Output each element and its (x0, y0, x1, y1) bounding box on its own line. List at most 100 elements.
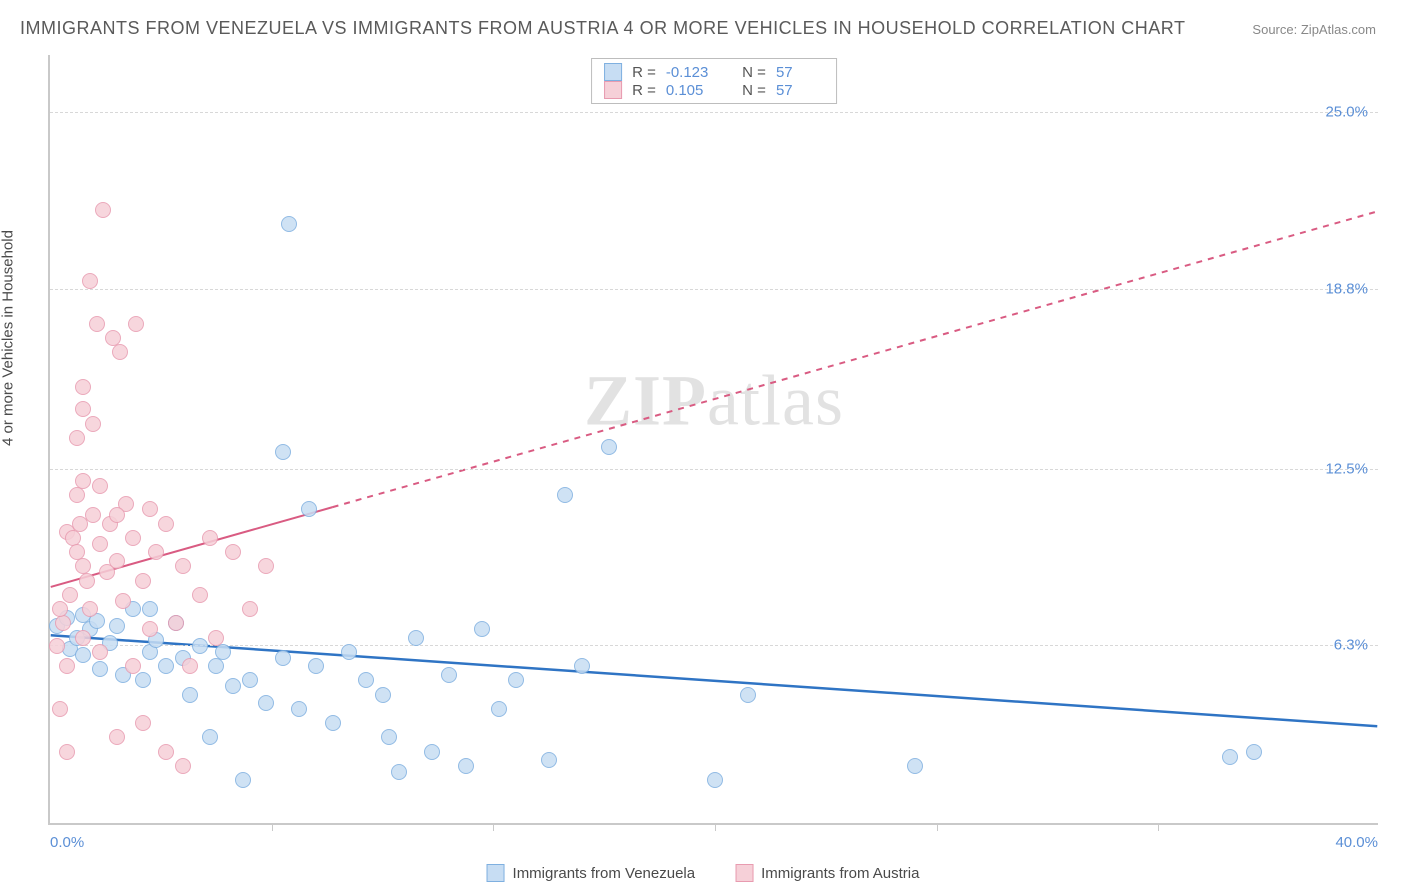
data-point (148, 544, 164, 560)
data-point (52, 701, 68, 717)
r-label: R = (632, 82, 656, 99)
gridline-horizontal (50, 289, 1378, 290)
data-point (109, 553, 125, 569)
scatter-plot: ZIPatlas R =-0.123 N =57R =0.105 N =57 0… (48, 55, 1378, 825)
x-axis-min-label: 0.0% (50, 834, 84, 851)
data-point (75, 647, 91, 663)
data-point (89, 316, 105, 332)
r-value: 0.105 (666, 82, 714, 99)
data-point (85, 507, 101, 523)
source-value: ZipAtlas.com (1301, 22, 1376, 37)
data-point (95, 202, 111, 218)
data-point (182, 658, 198, 674)
n-label: N = (742, 64, 766, 81)
data-point (62, 587, 78, 603)
data-point (109, 729, 125, 745)
legend-item: Immigrants from Austria (735, 864, 919, 882)
data-point (82, 601, 98, 617)
data-point (168, 615, 184, 631)
legend-swatch (604, 63, 622, 81)
data-point (258, 695, 274, 711)
data-point (75, 401, 91, 417)
data-point (112, 344, 128, 360)
data-point (258, 558, 274, 574)
data-point (158, 744, 174, 760)
data-point (225, 678, 241, 694)
data-point (225, 544, 241, 560)
data-point (85, 416, 101, 432)
data-point (158, 516, 174, 532)
legend-item: Immigrants from Venezuela (487, 864, 696, 882)
n-value: 57 (776, 64, 824, 81)
data-point (474, 621, 490, 637)
legend-swatch (604, 81, 622, 99)
data-point (55, 615, 71, 631)
data-point (92, 536, 108, 552)
data-point (175, 758, 191, 774)
data-point (135, 672, 151, 688)
data-point (128, 316, 144, 332)
data-point (341, 644, 357, 660)
x-tick (1158, 823, 1159, 831)
data-point (92, 478, 108, 494)
n-label: N = (742, 82, 766, 99)
data-point (601, 439, 617, 455)
x-tick (937, 823, 938, 831)
trend-lines (50, 55, 1378, 823)
data-point (202, 530, 218, 546)
stats-legend-row: R = 0.105 N = 57 (604, 81, 824, 99)
data-point (275, 650, 291, 666)
data-point (215, 644, 231, 660)
data-point (358, 672, 374, 688)
data-point (158, 658, 174, 674)
r-label: R = (632, 64, 656, 81)
x-axis-max-label: 40.0% (1335, 834, 1378, 851)
data-point (142, 621, 158, 637)
gridline-horizontal (50, 645, 1378, 646)
data-point (308, 658, 324, 674)
data-point (125, 530, 141, 546)
data-point (424, 744, 440, 760)
data-point (92, 661, 108, 677)
data-point (75, 379, 91, 395)
data-point (109, 507, 125, 523)
data-point (135, 715, 151, 731)
data-point (142, 501, 158, 517)
watermark: ZIPatlas (584, 359, 844, 442)
data-point (707, 772, 723, 788)
data-point (391, 764, 407, 780)
watermark-zip: ZIP (584, 360, 707, 440)
y-axis-label: 4 or more Vehicles in Household (0, 230, 17, 446)
data-point (52, 601, 68, 617)
data-point (208, 630, 224, 646)
n-value: 57 (776, 82, 824, 99)
legend-swatch (487, 864, 505, 882)
data-point (192, 638, 208, 654)
x-tick (493, 823, 494, 831)
data-point (79, 573, 95, 589)
stats-legend: R =-0.123 N =57R =0.105 N =57 (591, 58, 837, 104)
data-point (142, 601, 158, 617)
data-point (202, 729, 218, 745)
data-point (115, 593, 131, 609)
data-point (109, 618, 125, 634)
x-tick (715, 823, 716, 831)
data-point (75, 630, 91, 646)
data-point (1222, 749, 1238, 765)
data-point (75, 473, 91, 489)
gridline-horizontal (50, 469, 1378, 470)
data-point (740, 687, 756, 703)
series-legend: Immigrants from Venezuela Immigrants from… (487, 864, 920, 882)
y-tick-label: 18.8% (1325, 280, 1368, 297)
data-point (92, 644, 108, 660)
data-point (441, 667, 457, 683)
data-point (135, 573, 151, 589)
data-point (375, 687, 391, 703)
data-point (235, 772, 251, 788)
data-point (59, 744, 75, 760)
data-point (49, 638, 65, 654)
chart-title: IMMIGRANTS FROM VENEZUELA VS IMMIGRANTS … (20, 18, 1185, 39)
data-point (182, 687, 198, 703)
data-point (491, 701, 507, 717)
data-point (175, 558, 191, 574)
